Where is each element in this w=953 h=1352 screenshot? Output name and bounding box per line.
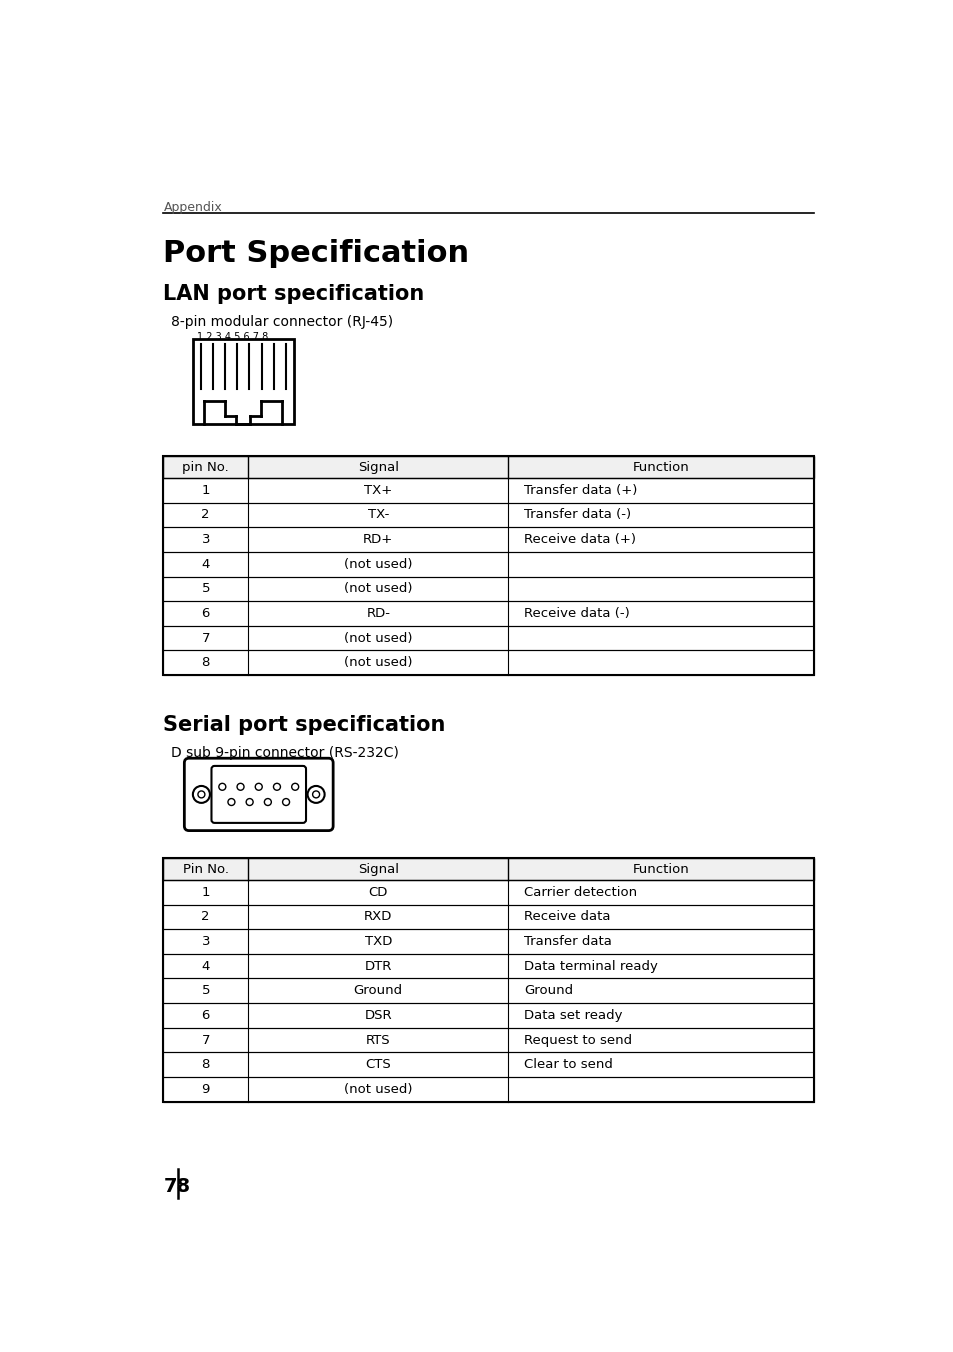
Bar xyxy=(163,979,814,1003)
Bar xyxy=(163,1078,814,1102)
Text: 7: 7 xyxy=(201,1033,210,1046)
Bar xyxy=(163,929,814,953)
Text: Signal: Signal xyxy=(357,863,398,876)
Text: Request to send: Request to send xyxy=(523,1033,632,1046)
Text: 78: 78 xyxy=(163,1178,191,1197)
Text: 9: 9 xyxy=(201,1083,210,1096)
Text: pin No.: pin No. xyxy=(182,461,229,473)
Bar xyxy=(163,1028,814,1052)
Bar xyxy=(163,650,814,675)
Text: Receive data: Receive data xyxy=(523,910,610,923)
Text: Ground: Ground xyxy=(354,984,402,998)
Text: Signal: Signal xyxy=(357,461,398,473)
Text: RTS: RTS xyxy=(366,1033,390,1046)
Text: Function: Function xyxy=(633,461,689,473)
Text: (not used): (not used) xyxy=(344,631,412,645)
Text: Port Specification: Port Specification xyxy=(163,239,469,268)
Text: Data terminal ready: Data terminal ready xyxy=(523,960,658,972)
Text: Clear to send: Clear to send xyxy=(523,1059,612,1071)
Text: (not used): (not used) xyxy=(344,557,412,571)
Text: 3: 3 xyxy=(201,936,210,948)
Text: 4: 4 xyxy=(201,960,210,972)
Text: (not used): (not used) xyxy=(344,583,412,595)
Text: Appendix: Appendix xyxy=(163,200,222,214)
Text: Receive data (-): Receive data (-) xyxy=(523,607,629,621)
Text: Carrier detection: Carrier detection xyxy=(523,886,637,899)
Text: DSR: DSR xyxy=(364,1009,392,1022)
Text: 6: 6 xyxy=(201,1009,210,1022)
Text: 5: 5 xyxy=(201,984,210,998)
Bar xyxy=(163,953,814,979)
Text: 8-pin modular connector (RJ-45): 8-pin modular connector (RJ-45) xyxy=(171,315,393,329)
Bar xyxy=(163,1003,814,1028)
Text: 4: 4 xyxy=(201,557,210,571)
Bar xyxy=(163,904,814,929)
Bar xyxy=(163,859,814,1102)
Bar xyxy=(163,602,814,626)
Text: 1: 1 xyxy=(201,484,210,496)
Text: RD-: RD- xyxy=(366,607,390,621)
Bar xyxy=(163,457,814,479)
Bar xyxy=(163,859,814,880)
Text: 3: 3 xyxy=(201,533,210,546)
Text: Data set ready: Data set ready xyxy=(523,1009,621,1022)
Text: 1 2 3 4 5 6 7 8: 1 2 3 4 5 6 7 8 xyxy=(196,331,268,342)
Bar xyxy=(163,503,814,527)
Text: Receive data (+): Receive data (+) xyxy=(523,533,636,546)
Text: TXD: TXD xyxy=(364,936,392,948)
Text: Transfer data (+): Transfer data (+) xyxy=(523,484,637,496)
Text: TX-: TX- xyxy=(367,508,389,522)
Text: CTS: CTS xyxy=(365,1059,391,1071)
Bar xyxy=(163,552,814,576)
Bar xyxy=(163,479,814,503)
Text: RXD: RXD xyxy=(364,910,392,923)
Bar xyxy=(163,576,814,602)
Text: 8: 8 xyxy=(201,1059,210,1071)
Text: D sub 9-pin connector (RS-232C): D sub 9-pin connector (RS-232C) xyxy=(171,746,398,760)
Text: LAN port specification: LAN port specification xyxy=(163,284,424,304)
Text: 1: 1 xyxy=(201,886,210,899)
Text: Pin No.: Pin No. xyxy=(183,863,229,876)
Bar xyxy=(163,880,814,904)
Text: Serial port specification: Serial port specification xyxy=(163,715,445,735)
Text: Transfer data: Transfer data xyxy=(523,936,611,948)
Bar xyxy=(193,339,294,425)
Text: 6: 6 xyxy=(201,607,210,621)
Text: (not used): (not used) xyxy=(344,656,412,669)
Text: DTR: DTR xyxy=(364,960,392,972)
Text: TX+: TX+ xyxy=(364,484,392,496)
Text: Ground: Ground xyxy=(523,984,573,998)
Text: Function: Function xyxy=(633,863,689,876)
Text: 8: 8 xyxy=(201,656,210,669)
Text: (not used): (not used) xyxy=(344,1083,412,1096)
Text: 2: 2 xyxy=(201,508,210,522)
Bar xyxy=(163,457,814,675)
Text: 7: 7 xyxy=(201,631,210,645)
Bar xyxy=(163,1052,814,1078)
Text: 2: 2 xyxy=(201,910,210,923)
Text: CD: CD xyxy=(368,886,388,899)
Bar xyxy=(163,626,814,650)
Text: RD+: RD+ xyxy=(363,533,393,546)
Text: Transfer data (-): Transfer data (-) xyxy=(523,508,631,522)
Bar xyxy=(163,527,814,552)
Text: 5: 5 xyxy=(201,583,210,595)
